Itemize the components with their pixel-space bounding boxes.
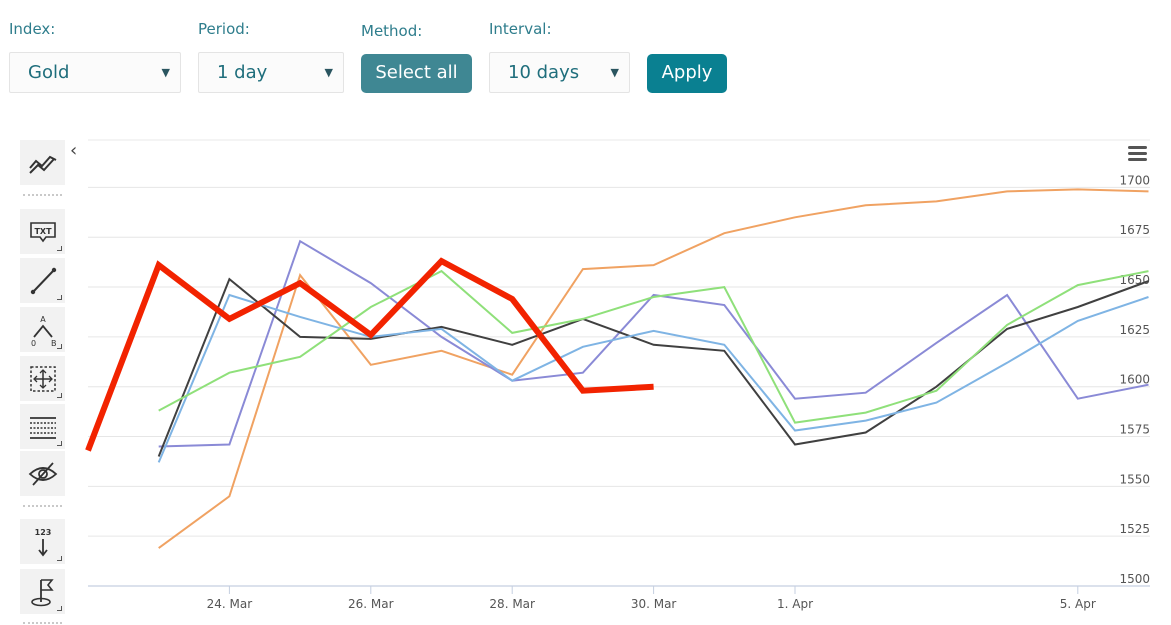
- text-annotation-icon: TXT: [29, 221, 56, 242]
- measure-tool-button[interactable]: A 0 B: [20, 307, 65, 352]
- y-tick-label: 1500: [1119, 572, 1150, 586]
- y-tick-label: 1625: [1119, 323, 1150, 337]
- y-tick-label: 1575: [1119, 423, 1150, 437]
- series-line-0[interactable]: [85, 257, 654, 452]
- crosshair-tool-button[interactable]: [20, 356, 65, 401]
- crosshair-icon: [29, 365, 56, 392]
- measure-letter-0: 0: [31, 339, 36, 347]
- text-annotation-button[interactable]: TXT: [20, 209, 65, 254]
- indicators-icon: [28, 155, 56, 174]
- measure-letter-b: B: [51, 339, 57, 347]
- select-all-button[interactable]: Select all: [361, 54, 472, 93]
- label-icon-text: 123: [34, 528, 51, 537]
- label-values-icon: 123: [34, 528, 51, 556]
- hide-icon: [28, 461, 57, 486]
- apply-button[interactable]: Apply: [647, 54, 727, 93]
- period-label: Period:: [198, 20, 250, 38]
- x-tick-label: 24. Mar: [207, 597, 253, 611]
- collapse-toolbar-icon[interactable]: ‹: [70, 140, 78, 161]
- grid-icon: [29, 416, 56, 439]
- period-select[interactable]: 1 day ▼: [198, 52, 344, 93]
- series-line-4[interactable]: [157, 293, 1149, 463]
- method-label: Method:: [361, 22, 423, 40]
- x-tick-label: 1. Apr: [777, 597, 813, 611]
- interval-label: Interval:: [489, 20, 552, 38]
- flag-icon: [30, 578, 54, 606]
- index-select-value: Gold: [28, 62, 70, 83]
- index-select[interactable]: Gold ▼: [9, 52, 181, 93]
- series-line-5[interactable]: [158, 269, 1149, 424]
- txt-icon-text: TXT: [34, 227, 52, 236]
- interval-select-value: 10 days: [508, 62, 580, 83]
- measure-icon: A 0 B: [31, 315, 57, 347]
- x-tick-label: 5. Apr: [1060, 597, 1096, 611]
- line-drawing-icon: [30, 267, 56, 294]
- flag-tool-button[interactable]: [20, 569, 65, 614]
- measure-letter-a: A: [40, 315, 46, 324]
- indicators-button[interactable]: [20, 140, 65, 185]
- chevron-down-icon: ▼: [324, 66, 333, 79]
- hide-tool-button[interactable]: [20, 451, 65, 496]
- y-tick-label: 1550: [1119, 472, 1150, 486]
- y-tick-label: 1675: [1119, 223, 1150, 237]
- line-tool-button[interactable]: [20, 258, 65, 303]
- series-line-1[interactable]: [158, 188, 1149, 549]
- label-values-button[interactable]: 123: [20, 519, 65, 564]
- index-label: Index:: [9, 20, 56, 38]
- y-tick-label: 1525: [1119, 522, 1150, 536]
- grid-tool-button[interactable]: [20, 404, 65, 449]
- chart-menu-icon[interactable]: [1128, 146, 1147, 164]
- chevron-down-icon: ▼: [161, 66, 170, 79]
- y-tick-label: 1700: [1119, 173, 1150, 187]
- period-select-value: 1 day: [217, 62, 268, 83]
- x-tick-label: 28. Mar: [489, 597, 535, 611]
- chevron-down-icon: ▼: [610, 66, 619, 79]
- x-tick-label: 26. Mar: [348, 597, 394, 611]
- x-tick-label: 30. Mar: [631, 597, 677, 611]
- series-line-2[interactable]: [158, 239, 1149, 448]
- y-tick-label: 1600: [1119, 373, 1150, 387]
- interval-select[interactable]: 10 days ▼: [489, 52, 630, 93]
